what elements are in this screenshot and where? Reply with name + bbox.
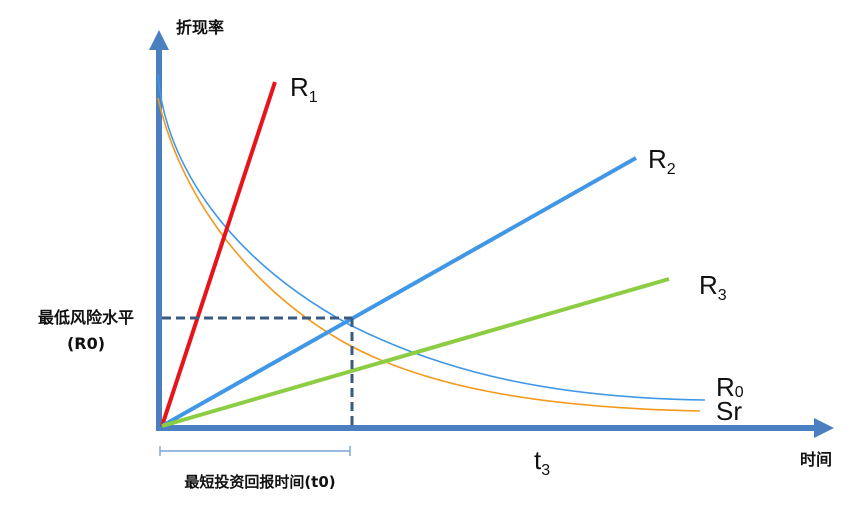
r1-label: R1 — [290, 72, 318, 106]
min-risk-label-abbrev: (R0) — [67, 334, 105, 353]
min-risk-label: 最低风险水平 — [38, 308, 134, 327]
r3-label-sub: 3 — [718, 287, 727, 304]
t3-main: t — [534, 445, 542, 475]
y-axis-label: 折现率 — [176, 18, 224, 37]
x-axis-label: 时间 — [800, 450, 832, 469]
payback-label: 最短投资回报时间(t0) — [184, 473, 335, 491]
r3-label-main: R — [699, 270, 718, 300]
r3-line — [161, 277, 670, 428]
r0-curve — [157, 74, 706, 401]
r0-label: R0 — [716, 372, 744, 402]
t3-label: t3 — [534, 445, 550, 479]
r2-label-sub: 2 — [667, 161, 676, 178]
sr-label: Sr — [716, 396, 742, 426]
r0-label-sub: 0 — [735, 384, 744, 401]
r0-label-main: R — [716, 372, 735, 402]
r1-label-sub: 1 — [309, 89, 318, 106]
sr-curve — [157, 97, 701, 412]
x-axis-arrowhead — [814, 418, 834, 438]
r1-label-main: R — [290, 72, 309, 102]
r1-line — [160, 81, 277, 427]
r2-label-main: R — [648, 144, 667, 174]
t3-sub: 3 — [541, 462, 550, 479]
r2-line — [161, 156, 637, 428]
r3-label: R3 — [699, 270, 727, 304]
y-axis-arrowhead — [149, 30, 169, 50]
r2-label: R2 — [648, 144, 676, 178]
